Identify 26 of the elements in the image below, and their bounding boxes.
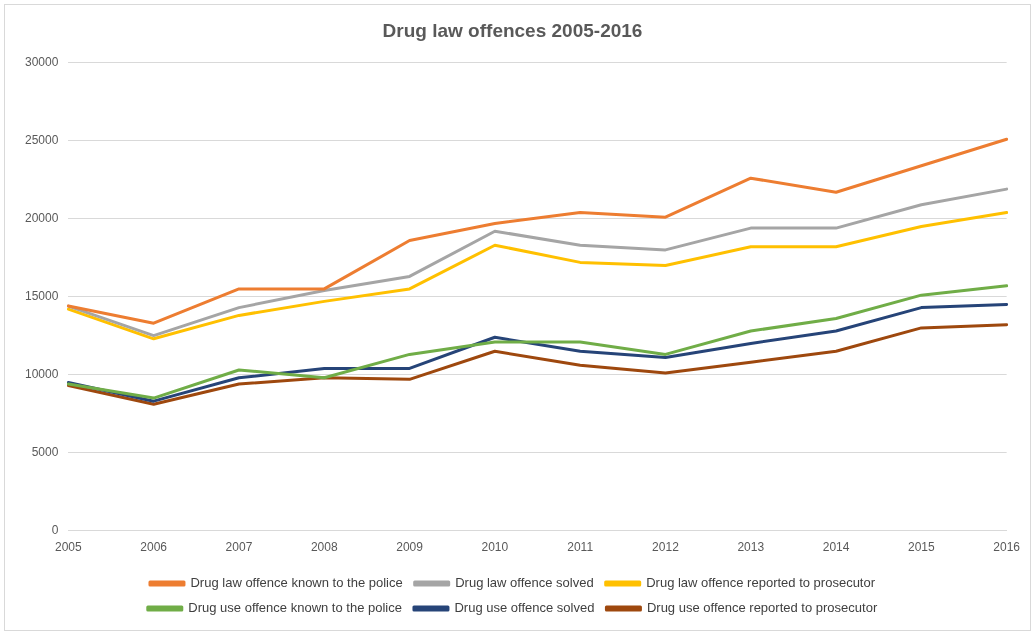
x-tick-label: 2010 xyxy=(481,540,509,555)
x-tick-label: 2014 xyxy=(822,540,850,555)
x-tick-label: 2008 xyxy=(310,540,338,555)
legend-label: Drug law offence reported to prosecutor xyxy=(646,575,876,591)
legend-label: Drug use offence reported to prosecutor xyxy=(646,600,878,616)
x-tick-label: 2015 xyxy=(908,540,936,555)
legend-label: Drug use offence solved xyxy=(454,600,595,616)
y-tick-label: 10000 xyxy=(24,366,59,381)
x-tick-label: 2007 xyxy=(225,540,253,555)
x-tick-label: 2011 xyxy=(567,540,594,555)
x-tick-label: 2013 xyxy=(737,540,765,555)
x-tick-label: 2016 xyxy=(993,540,1021,555)
y-tick-label: 25000 xyxy=(24,133,59,148)
legend-label: Drug law offence known to the police xyxy=(190,575,403,591)
y-tick-label: 15000 xyxy=(24,289,59,304)
y-tick-label: 20000 xyxy=(24,211,59,226)
legend-label: Drug law offence solved xyxy=(455,575,594,591)
x-tick-label: 2006 xyxy=(140,540,168,555)
x-tick-label: 2009 xyxy=(396,540,424,555)
chart-title: Drug law offences 2005-2016 xyxy=(382,19,643,41)
legend-label: Drug use offence known to the police xyxy=(188,600,402,616)
x-tick-label: 2012 xyxy=(652,540,680,555)
y-tick-label: 30000 xyxy=(24,55,59,70)
x-tick-label: 2005 xyxy=(55,540,83,555)
y-tick-label: 0 xyxy=(51,522,59,537)
y-tick-label: 5000 xyxy=(31,444,59,459)
